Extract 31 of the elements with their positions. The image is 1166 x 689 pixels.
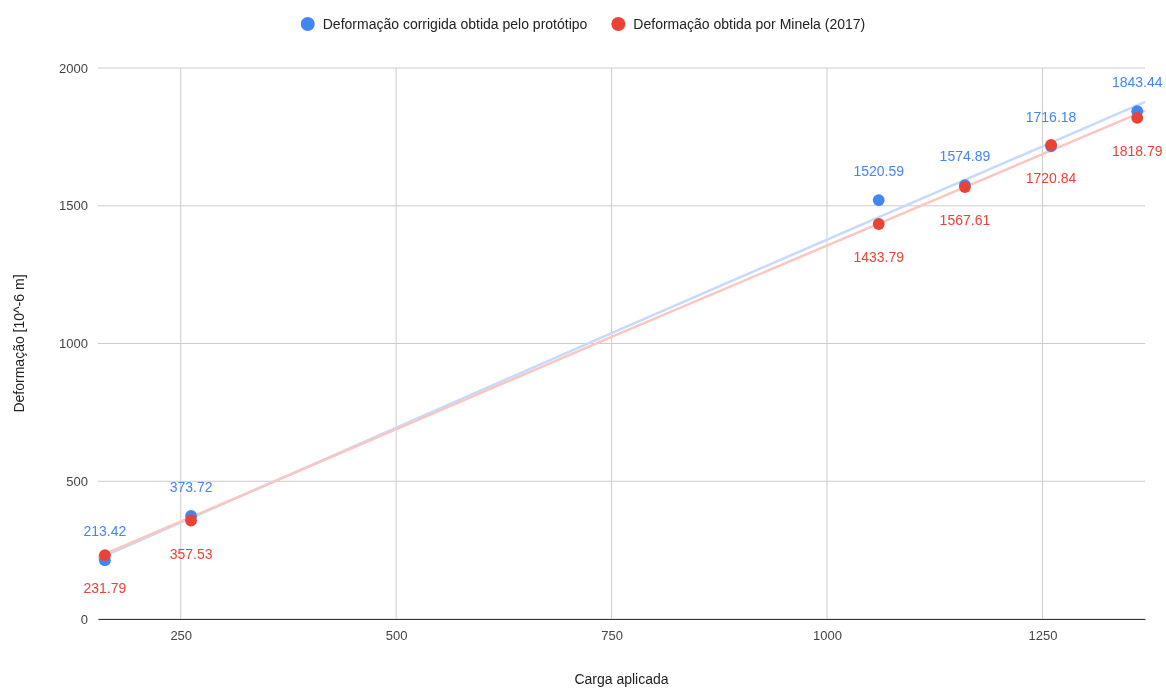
x-tick-label: 1250 xyxy=(1028,628,1058,644)
data-label: 357.53 xyxy=(169,545,213,562)
y-tick-label: 1500 xyxy=(59,198,88,214)
data-label: 1818.79 xyxy=(1111,142,1163,159)
data-label: 1716.18 xyxy=(1025,109,1077,126)
point xyxy=(872,218,885,230)
data-label: 373.72 xyxy=(169,479,213,496)
point xyxy=(185,514,197,527)
x-axis-title: Carga aplicada xyxy=(574,671,669,687)
x-tick-label: 750 xyxy=(601,628,623,644)
data-label: 1843.44 xyxy=(1111,74,1163,91)
point xyxy=(872,194,885,206)
y-tick-label: 1000 xyxy=(59,336,88,352)
y-tick-label: 0 xyxy=(80,611,88,627)
data-label: 1520.59 xyxy=(853,163,905,180)
data-label: 1567.61 xyxy=(939,212,991,229)
data-label: 1574.89 xyxy=(939,148,991,165)
point xyxy=(98,549,111,562)
data-label: 1433.79 xyxy=(853,248,905,265)
x-tick-label: 250 xyxy=(170,628,193,644)
x-tick-label: 1000 xyxy=(813,628,842,644)
point xyxy=(1131,112,1144,124)
y-tick-label: 2000 xyxy=(59,60,88,76)
x-tick-label: 500 xyxy=(385,628,408,644)
y-tick-label: 500 xyxy=(66,473,88,489)
legend-label: Deformação obtida por Minela (2017) xyxy=(633,16,866,32)
data-label: 213.42 xyxy=(83,523,127,540)
y-axis-title: Deformação [10^-6 m] xyxy=(11,274,27,413)
data-label: 1720.84 xyxy=(1025,169,1077,186)
legend-label: Deformação corrigida obtida pelo protótipo xyxy=(322,16,588,32)
data-label: 231.79 xyxy=(83,580,127,597)
